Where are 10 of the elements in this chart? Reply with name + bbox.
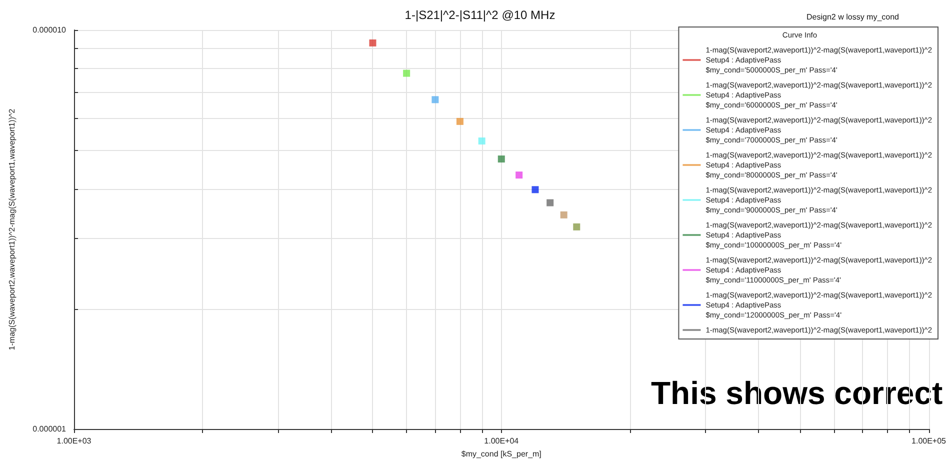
chart-title: 1-|S21|^2-|S11|^2 @10 MHz bbox=[404, 8, 556, 22]
y-tick-label: 0.000001 bbox=[32, 424, 67, 434]
chart-subtitle: Design2 w lossy my_cond bbox=[806, 12, 899, 22]
y-axis-title: 1-mag(S(waveport2,waveport1))^2-mag(S(waveport1,waveport1))^2 bbox=[8, 108, 16, 350]
y-tick-label: 0.000010 bbox=[32, 26, 67, 34]
x-tick-label: 1.00E+04 bbox=[484, 436, 520, 446]
x-tick-label: 1.00E+05 bbox=[912, 436, 947, 446]
x-axis-title: $my_cond [kS_per_m] bbox=[461, 449, 542, 458]
x-tick-label: 1.00E+03 bbox=[56, 436, 92, 446]
annotation: This shows correct bbox=[651, 375, 943, 411]
